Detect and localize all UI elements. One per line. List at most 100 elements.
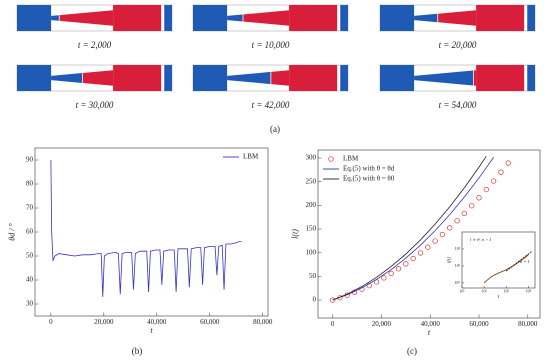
y-tick-label: 50 bbox=[309, 272, 317, 280]
blue-phase bbox=[193, 65, 228, 91]
chart: 10⁰ 10¹ 10² 10¹ 10² 10³ 10⁴ t l(t) l ∝ tⁿ, n > 1 n… bbox=[447, 231, 536, 300]
x-tick-label: 0 bbox=[331, 320, 335, 328]
y-tick-label: 10¹ bbox=[455, 263, 461, 268]
data-line bbox=[50, 159, 242, 297]
red-neck bbox=[243, 10, 290, 26]
y-tick-label: 30 bbox=[26, 300, 34, 308]
red-neck bbox=[473, 70, 477, 86]
data-point bbox=[447, 225, 453, 231]
data-line bbox=[332, 157, 494, 301]
snapshot-label: t = 2,000 bbox=[78, 40, 112, 50]
blue-neck bbox=[227, 71, 271, 85]
snapshot bbox=[16, 64, 173, 92]
y-tick-label: 0 bbox=[313, 296, 317, 304]
chart: 30 40 50 60 70 80 90 0 20,000 40,000 60,000 80,000 t… bbox=[7, 147, 273, 335]
data-point bbox=[476, 195, 482, 201]
blue-phase bbox=[527, 65, 535, 91]
y-tick-label: 60 bbox=[26, 228, 34, 236]
data-point bbox=[490, 178, 497, 184]
data-point bbox=[329, 297, 336, 303]
x-tick-label: 10² bbox=[482, 289, 488, 294]
legend-label: LBM bbox=[343, 155, 359, 163]
blue-phase bbox=[17, 65, 52, 91]
x-tick-label: 0 bbox=[49, 318, 53, 326]
snapshot bbox=[192, 4, 349, 32]
x-tick-label: 40,000 bbox=[147, 318, 167, 326]
blue-neck bbox=[414, 70, 473, 86]
blue-neck bbox=[51, 73, 83, 83]
y-tick-label: 40 bbox=[26, 276, 34, 284]
y-tick-label: 150 bbox=[306, 225, 317, 233]
red-phase bbox=[113, 65, 162, 91]
snapshot bbox=[379, 4, 536, 32]
data-line bbox=[483, 254, 529, 284]
snapshot-label: t = 42,000 bbox=[252, 100, 290, 110]
x-tick-label: 10³ bbox=[504, 289, 510, 294]
red-neck bbox=[59, 10, 114, 26]
y-tick-label: 300 bbox=[306, 154, 317, 162]
snapshot-label: t = 10,000 bbox=[252, 40, 290, 50]
blue-phase bbox=[380, 5, 415, 31]
red-neck bbox=[438, 10, 477, 26]
panel-label: (c) bbox=[407, 346, 417, 356]
data-point bbox=[425, 244, 431, 250]
red-phase bbox=[289, 5, 338, 31]
snapshot bbox=[379, 64, 536, 92]
x-tick-label: 60,000 bbox=[469, 320, 489, 328]
y-tick-label: 10⁰ bbox=[454, 280, 460, 285]
data-point bbox=[483, 186, 489, 193]
data-point bbox=[432, 238, 438, 244]
snapshot-label: t = 54,000 bbox=[439, 100, 477, 110]
blue-phase bbox=[164, 5, 172, 31]
x-axis-label: t bbox=[150, 326, 153, 335]
snapshot bbox=[192, 64, 349, 92]
blue-phase bbox=[340, 5, 348, 31]
y-axis-label: l(t) bbox=[447, 257, 452, 263]
y-tick-label: 200 bbox=[306, 201, 317, 209]
data-point bbox=[454, 218, 460, 224]
blue-neck bbox=[227, 14, 243, 22]
y-tick-label: 70 bbox=[26, 204, 34, 212]
data-point bbox=[505, 160, 511, 166]
data-point bbox=[498, 169, 504, 175]
data-line bbox=[332, 155, 487, 301]
x-tick-label: 20,000 bbox=[94, 318, 114, 326]
y-tick-label: 250 bbox=[306, 177, 317, 185]
legend-label: Eq.(5) with θ = θ0 bbox=[343, 175, 395, 183]
x-tick-label: 10⁴ bbox=[526, 289, 532, 294]
blue-phase bbox=[164, 65, 172, 91]
data-point bbox=[410, 255, 416, 262]
snapshot-label: t = 20,000 bbox=[439, 40, 477, 50]
y-tick-label: 90 bbox=[26, 156, 34, 164]
data-point bbox=[395, 266, 402, 272]
x-tick-label: 20,000 bbox=[372, 320, 392, 328]
blue-phase bbox=[193, 5, 228, 31]
x-tick-label: 80,000 bbox=[518, 320, 538, 328]
red-phase bbox=[113, 5, 162, 31]
red-phase bbox=[476, 5, 525, 31]
legend-marker bbox=[328, 156, 334, 162]
data-point bbox=[381, 275, 387, 281]
data-point bbox=[388, 270, 394, 277]
blue-phase bbox=[380, 65, 415, 91]
x-tick-label: 40,000 bbox=[421, 320, 441, 328]
data-point bbox=[417, 250, 424, 256]
panel-label: (a) bbox=[270, 124, 280, 134]
y-tick-label: 100 bbox=[306, 248, 317, 256]
data-point bbox=[469, 203, 475, 209]
blue-phase bbox=[527, 5, 535, 31]
red-phase bbox=[289, 65, 338, 91]
red-neck bbox=[271, 70, 290, 86]
snapshot-label: t = 30,000 bbox=[76, 100, 114, 110]
blue-neck bbox=[414, 13, 438, 23]
y-tick-label: 50 bbox=[26, 252, 34, 260]
y-tick-label: 80 bbox=[26, 180, 34, 188]
snapshot bbox=[16, 4, 173, 32]
blue-phase bbox=[17, 5, 52, 31]
panel-label: (b) bbox=[132, 346, 143, 356]
x-axis-label: t bbox=[428, 328, 431, 337]
x-tick-label: 80,000 bbox=[253, 318, 273, 326]
plot-frame bbox=[34, 147, 269, 317]
annotation: n = 1 bbox=[520, 259, 530, 264]
